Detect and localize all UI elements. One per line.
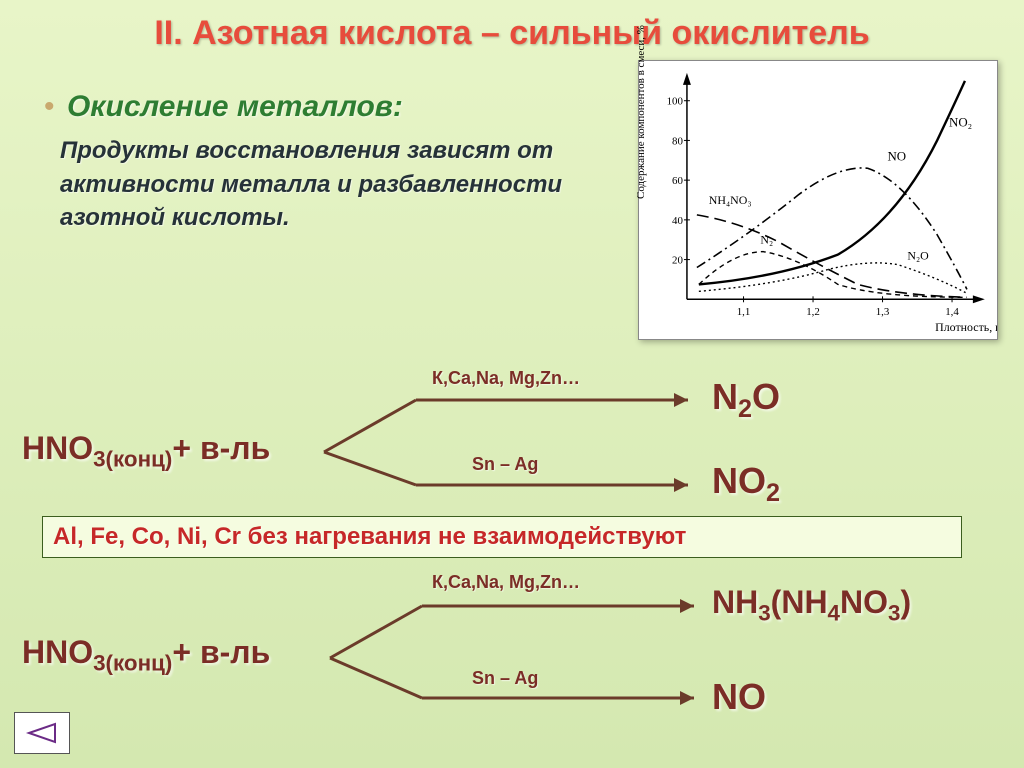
svg-text:N₂: N₂ [760, 233, 773, 247]
svg-text:1,2: 1,2 [806, 306, 820, 318]
page-title: II. Азотная кислота – сильный окислитель [0, 0, 1024, 53]
scheme2-left: HNO3(конц)+ в-ль [22, 634, 270, 676]
subtitle: Окисление металлов: [67, 90, 403, 123]
note-box: Al, Fe, Co, Ni, Cr без нагревания не вза… [42, 516, 962, 558]
scheme1-left: HNO3(конц)+ в-ль [22, 430, 270, 472]
svg-text:80: 80 [672, 135, 683, 147]
svg-text:1,3: 1,3 [876, 306, 890, 318]
svg-text:N₂O: N₂O [907, 249, 929, 263]
chart-panel: 20 40 60 80 100 1,1 1,2 1,3 1,4 Плотност… [638, 60, 998, 340]
svg-text:Плотность, г/см³: Плотность, г/см³ [935, 320, 997, 334]
svg-text:NH₄NO₃: NH₄NO₃ [709, 193, 752, 207]
svg-text:1,4: 1,4 [945, 306, 959, 318]
bullet-icon: • [44, 90, 55, 123]
scheme2-top-label: К,Ca,Na, Mg,Zn… [432, 572, 580, 593]
scheme1-top-product: N2O [712, 376, 780, 424]
scheme2-top-product: NH3(NH4NO3) [712, 584, 911, 626]
scheme1-arrows [316, 380, 706, 510]
scheme2-bottom-product: NO [712, 676, 766, 718]
svg-text:20: 20 [672, 255, 683, 267]
svg-text:40: 40 [672, 215, 683, 227]
scheme2-bottom-label: Sn – Ag [472, 668, 538, 689]
triangle-left-icon [25, 722, 59, 744]
subtitle-row: • Окисление металлов: [44, 90, 403, 124]
svg-text:100: 100 [667, 96, 684, 108]
scheme1-bottom-label: Sn – Ag [472, 454, 538, 475]
chart-y-label: Содержание компонентов в смеси, % [635, 25, 647, 199]
description-text: Продукты восстановления зависят от актив… [60, 134, 580, 235]
svg-text:NO₂: NO₂ [949, 116, 972, 130]
chart-svg: 20 40 60 80 100 1,1 1,2 1,3 1,4 Плотност… [639, 61, 997, 339]
svg-text:60: 60 [672, 175, 683, 187]
svg-text:NO: NO [888, 149, 907, 163]
scheme1-top-label: К,Ca,Na, Mg,Zn… [432, 368, 580, 389]
prev-slide-button[interactable] [14, 712, 70, 754]
svg-text:1,1: 1,1 [737, 306, 751, 318]
scheme2-arrows [322, 586, 712, 716]
scheme1-bottom-product: NO2 [712, 460, 780, 508]
